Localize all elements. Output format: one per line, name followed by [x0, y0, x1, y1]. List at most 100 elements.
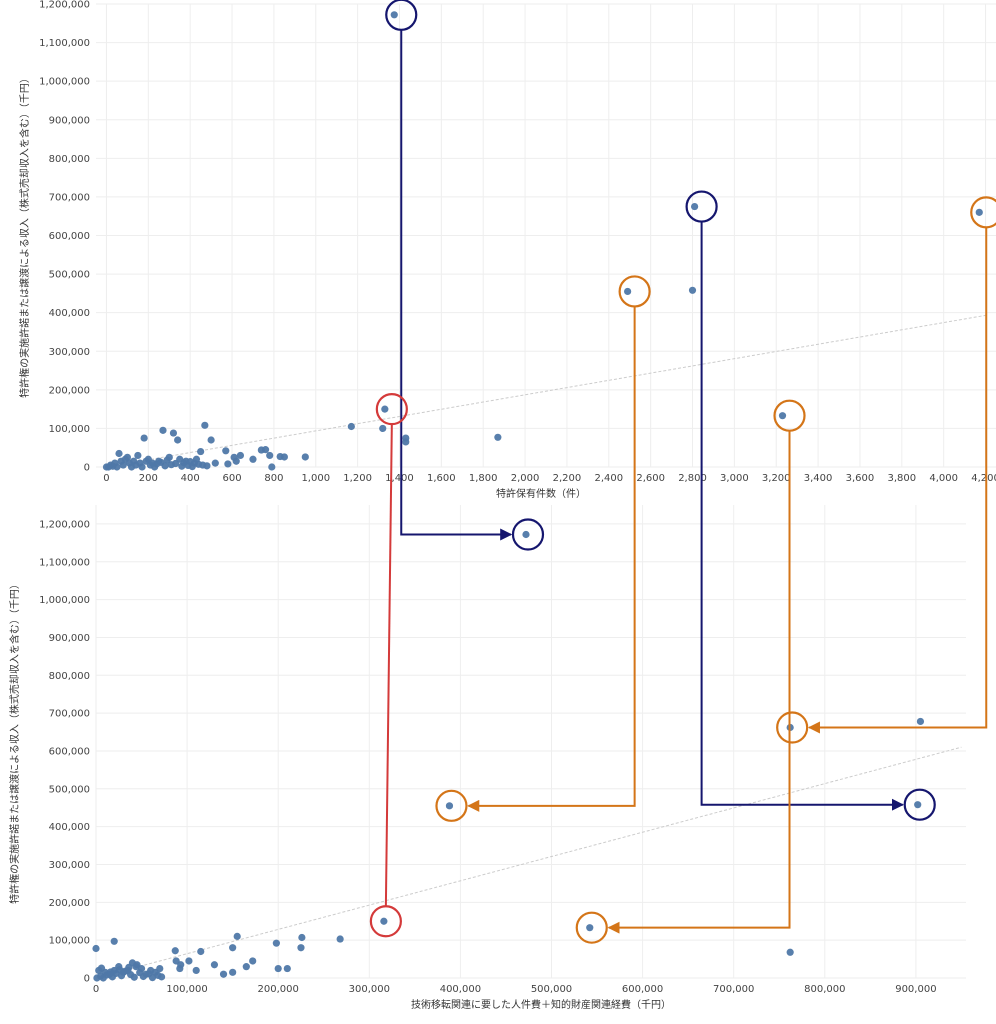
- data-point: [266, 451, 274, 460]
- data-point: [381, 405, 389, 413]
- x-tick-label: 2,800: [678, 473, 707, 484]
- data-point: [110, 937, 118, 945]
- highlight-ring: [776, 711, 809, 744]
- y-tick-label: 300,000: [49, 860, 90, 871]
- data-point: [115, 449, 123, 458]
- data-point: [283, 964, 291, 973]
- y-axis-title: 特許権の実施許諾または譲渡による収入（株式売却収入を含む）（千円）: [8, 579, 21, 904]
- data-point: [171, 459, 180, 468]
- data-point: [268, 463, 276, 471]
- y-tick-label: 100,000: [49, 936, 90, 947]
- x-tick-label: 800,000: [804, 984, 845, 995]
- data-point: [203, 462, 211, 470]
- data-point: [257, 446, 265, 454]
- x-axis-title: 特許保有件数（件）: [496, 487, 586, 500]
- data-point: [134, 451, 142, 460]
- data-point: [163, 456, 171, 464]
- y-tick-label: 900,000: [49, 115, 90, 126]
- data-point: [249, 957, 257, 965]
- x-tick-label: 2,400: [594, 473, 623, 484]
- data-point: [132, 963, 140, 971]
- x-tick-label: 0: [103, 473, 109, 484]
- data-point: [916, 717, 925, 726]
- x-tick-label: 3,000: [720, 473, 749, 484]
- highlight-ring: [511, 518, 545, 551]
- data-point: [169, 429, 178, 437]
- y-tick-label: 800,000: [49, 671, 90, 682]
- plot-area: [96, 505, 966, 978]
- y-axis-title: 特許権の実施許諾または譲渡による収入（株式売却収入を含む）（千円）: [18, 73, 31, 398]
- data-point: [148, 974, 157, 982]
- x-tick-label: 800: [264, 473, 283, 484]
- x-axis-title: 技術移転関連に要した人件費＋知的財産関連経費（千円）: [411, 998, 671, 1011]
- y-tick-label: 1,200,000: [39, 519, 90, 530]
- x-tick-label: 2,200: [553, 473, 582, 484]
- x-tick-label: 1,000: [301, 473, 330, 484]
- connector-arrow: [607, 430, 791, 934]
- data-point: [272, 939, 280, 947]
- data-point: [242, 963, 250, 971]
- data-point: [522, 530, 530, 539]
- data-point: [249, 455, 257, 463]
- data-point: [236, 451, 245, 460]
- bottom-scatter-chart: 0 100,000 200,000 300,000 400,000 500,000 600,…: [8, 505, 966, 1011]
- y-tick-label: 400,000: [49, 308, 90, 319]
- data-point: [402, 438, 410, 446]
- trend-line: [106, 314, 986, 468]
- data-point: [119, 461, 127, 469]
- x-tick-label: 400: [181, 473, 200, 484]
- x-tick-label: 300,000: [349, 984, 390, 995]
- data-point: [229, 968, 237, 976]
- data-point: [159, 426, 167, 434]
- x-tick-label: 700,000: [713, 984, 754, 995]
- data-point: [192, 966, 200, 975]
- data-point: [494, 433, 502, 441]
- y-tick-label: 0: [84, 974, 90, 985]
- data-point: [116, 966, 124, 974]
- data-point: [380, 917, 388, 925]
- y-tick-label: 0: [84, 463, 90, 474]
- data-point: [102, 463, 111, 471]
- data-point: [197, 947, 205, 956]
- data-point: [211, 459, 219, 467]
- data-point: [274, 964, 282, 973]
- data-point: [188, 463, 196, 471]
- y-tick-label: 1,000,000: [39, 595, 90, 606]
- x-tick-label: 600,000: [622, 984, 663, 995]
- connector-arrow: [807, 227, 988, 734]
- data-point: [174, 436, 182, 444]
- data-point: [586, 924, 594, 932]
- data-point: [93, 974, 101, 982]
- data-point: [140, 434, 148, 442]
- data-point: [975, 208, 983, 216]
- data-point: [139, 972, 147, 981]
- data-point: [297, 944, 305, 952]
- y-tick-label: 400,000: [49, 822, 90, 833]
- y-tick-label: 100,000: [49, 424, 90, 435]
- highlight-ring: [903, 788, 936, 821]
- x-tick-label: 3,600: [846, 473, 875, 484]
- x-tick-label: 500,000: [531, 984, 572, 995]
- data-point: [97, 964, 106, 972]
- data-point: [786, 948, 794, 956]
- data-point: [301, 453, 309, 461]
- x-tick-label: 2,600: [636, 473, 665, 484]
- x-tick-label: 3,200: [762, 473, 791, 484]
- x-tick-label: 400,000: [440, 984, 481, 995]
- data-point: [185, 957, 193, 965]
- x-tick-label: 600: [222, 473, 241, 484]
- data-point: [445, 802, 454, 810]
- y-tick-label: 1,100,000: [39, 38, 90, 49]
- y-tick-label: 600,000: [49, 746, 90, 757]
- data-point: [233, 932, 241, 940]
- data-point: [778, 412, 787, 420]
- connector-line: [384, 424, 393, 907]
- top-scatter-chart: 0 100,000 200,000 300,000 400,000 500,000 600,…: [18, 0, 996, 500]
- data-point: [298, 933, 306, 942]
- y-tick-label: 500,000: [49, 270, 90, 281]
- y-tick-label: 1,200,000: [39, 0, 90, 11]
- y-tick-label: 600,000: [49, 231, 90, 242]
- y-tick-label: 1,000,000: [39, 77, 90, 88]
- x-tick-label: 4,200: [971, 473, 996, 484]
